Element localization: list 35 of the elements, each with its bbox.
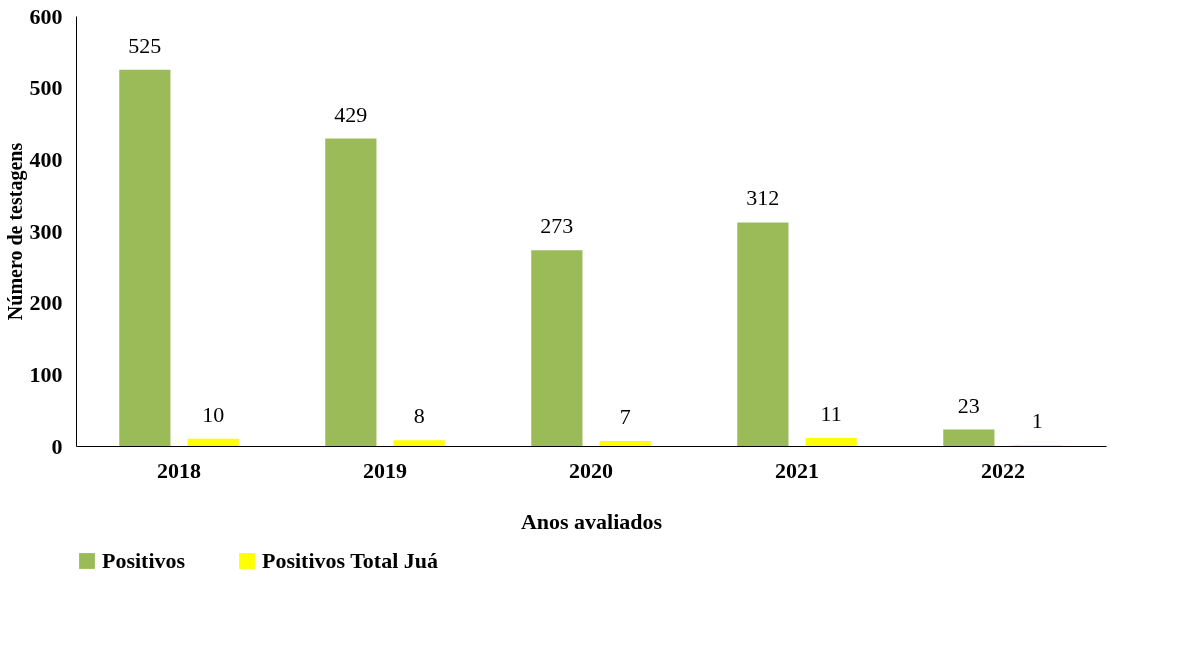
data-label: 273 bbox=[540, 213, 574, 239]
data-label: 525 bbox=[128, 32, 162, 58]
bar bbox=[187, 438, 239, 446]
y-tick-label: 0 bbox=[51, 433, 63, 459]
data-label: 312 bbox=[746, 185, 780, 211]
x-tick-label: 2022 bbox=[981, 457, 1025, 483]
data-label: 1 bbox=[1031, 408, 1043, 434]
bar bbox=[943, 429, 995, 446]
bar bbox=[393, 440, 445, 446]
bar bbox=[531, 250, 583, 446]
y-axis-title: Número de testagens bbox=[3, 142, 27, 321]
y-tick-label: 100 bbox=[29, 361, 63, 387]
data-label: 10 bbox=[202, 401, 225, 427]
bar bbox=[805, 438, 857, 446]
x-tick-label: 2021 bbox=[775, 457, 819, 483]
y-tick-label: 600 bbox=[29, 3, 63, 29]
y-tick-label: 200 bbox=[29, 290, 63, 316]
y-tick-label: 400 bbox=[29, 146, 63, 172]
data-label: 8 bbox=[413, 403, 425, 429]
data-label: 7 bbox=[619, 403, 631, 429]
y-tick-label: 300 bbox=[29, 218, 63, 244]
data-label: 11 bbox=[820, 401, 842, 427]
x-tick-label: 2020 bbox=[569, 457, 613, 483]
x-tick-label: 2019 bbox=[363, 457, 407, 483]
legend-label: Positivos bbox=[102, 548, 186, 573]
data-label: 23 bbox=[957, 392, 980, 418]
x-tick-label: 2018 bbox=[157, 457, 201, 483]
bar bbox=[119, 69, 171, 446]
data-label: 429 bbox=[334, 101, 368, 127]
y-tick-label: 500 bbox=[29, 75, 63, 101]
legend-label: Positivos Total Juá bbox=[262, 548, 439, 573]
bar bbox=[599, 440, 651, 446]
bar bbox=[737, 222, 789, 446]
bar bbox=[325, 138, 377, 446]
x-axis-title: Anos avaliados bbox=[520, 508, 663, 534]
